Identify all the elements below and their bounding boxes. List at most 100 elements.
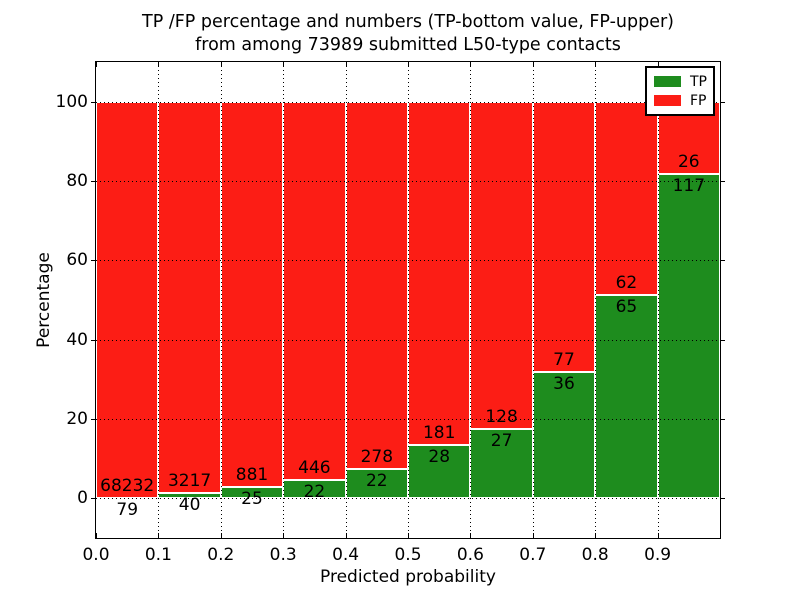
x-tick-mark xyxy=(345,533,347,538)
y-tick-label: 0 xyxy=(77,488,88,509)
bar-segment-fp xyxy=(595,101,658,296)
bar-label-fp: 62 xyxy=(615,273,638,294)
bar-label-fp: 181 xyxy=(422,423,456,444)
x-gridline xyxy=(595,62,597,538)
x-tick-mark xyxy=(532,533,534,538)
x-tick-label: 0.3 xyxy=(269,545,297,565)
y-tick-mark xyxy=(91,498,96,500)
x-tick-label: 0.8 xyxy=(581,545,609,565)
bar-segment-fp xyxy=(532,101,596,372)
bar-label-fp: 128 xyxy=(485,407,518,428)
bar-segment-fp xyxy=(96,101,159,498)
x-tick-mark-top xyxy=(158,62,160,67)
bar-label-fp: 68232 xyxy=(100,475,155,496)
x-tick-label: 0.0 xyxy=(82,545,110,565)
bar-label-tp: 27 xyxy=(490,431,513,452)
bar-label-fp: 77 xyxy=(553,349,575,370)
x-tick-mark-top xyxy=(657,62,659,67)
x-tick-mark-top xyxy=(408,62,409,67)
chart-title-line2: from among 73989 submitted L50-type cont… xyxy=(195,35,621,55)
bar-label-tp: 36 xyxy=(553,373,575,394)
x-gridline xyxy=(657,62,659,538)
x-tick-label: 0.5 xyxy=(394,545,422,565)
bar-label-fp: 3217 xyxy=(167,471,212,492)
bar-segment-tp xyxy=(532,371,596,499)
bar-label-tp: 22 xyxy=(365,471,388,492)
x-gridline xyxy=(283,62,285,538)
x-tick-mark-top xyxy=(283,62,285,67)
x-tick-label: 0.6 xyxy=(456,545,484,565)
x-tick-mark xyxy=(220,533,222,538)
bar-segment-fp xyxy=(408,101,471,446)
y-tick-mark xyxy=(91,419,96,420)
bar-segment-fp xyxy=(283,101,346,480)
y-tick-label: 80 xyxy=(66,171,88,191)
x-tick-mark-top xyxy=(96,62,97,67)
bar-segment-tp xyxy=(595,295,658,499)
legend-label-fp: FP xyxy=(690,92,707,109)
x-gridline xyxy=(470,62,472,538)
x-tick-mark xyxy=(470,533,472,538)
x-tick-mark xyxy=(283,533,285,538)
x-tick-mark xyxy=(408,533,409,538)
legend: TP FP xyxy=(645,66,715,116)
x-tick-mark-top xyxy=(532,62,534,67)
x-tick-label: 0.9 xyxy=(644,545,672,565)
y-tick-mark-right xyxy=(720,101,725,103)
y-tick-mark xyxy=(91,181,96,182)
x-tick-mark-top xyxy=(220,62,222,67)
chart-title: TP /FP percentage and numbers (TP-bottom… xyxy=(96,11,720,57)
bar-segment-fp xyxy=(220,101,284,488)
bar-label-tp: 28 xyxy=(428,447,451,468)
x-tick-mark xyxy=(158,533,160,538)
x-tick-label: 0.7 xyxy=(519,545,547,565)
y-tick-mark xyxy=(91,101,96,103)
bar-segment-tp xyxy=(657,173,720,499)
bar-label-tp: 22 xyxy=(303,481,326,502)
y-tick-label: 40 xyxy=(66,329,88,350)
tp-color-swatch xyxy=(654,76,681,87)
y-tick-mark-right xyxy=(720,498,725,500)
x-gridline xyxy=(408,62,409,538)
legend-item-fp: FP xyxy=(654,91,713,110)
bar-segment-fp xyxy=(345,101,408,470)
y-tick-mark-right xyxy=(720,419,725,420)
bar-label-tp: 79 xyxy=(116,499,139,520)
x-gridline xyxy=(345,62,347,538)
bar-label-fp: 26 xyxy=(677,151,700,172)
y-tick-mark xyxy=(91,260,96,262)
x-tick-mark-top xyxy=(470,62,472,67)
y-tick-label: 100 xyxy=(55,91,88,112)
bar-label-tp: 40 xyxy=(178,495,201,516)
x-tick-mark xyxy=(96,533,97,538)
bar-label-tp: 25 xyxy=(241,489,263,510)
x-tick-mark-top xyxy=(345,62,347,67)
legend-item-tp: TP xyxy=(654,72,713,91)
bar-segment-tp xyxy=(470,429,533,499)
x-gridline xyxy=(220,62,222,538)
legend-label-tp: TP xyxy=(690,73,707,90)
x-tick-label: 0.1 xyxy=(144,545,172,565)
bar-label-tp: 65 xyxy=(615,297,638,318)
y-tick-mark-right xyxy=(720,181,725,182)
x-tick-mark-top xyxy=(595,62,597,67)
x-gridline xyxy=(532,62,534,538)
x-axis-label: Predicted probability xyxy=(320,567,496,587)
y-tick-mark-right xyxy=(720,260,725,262)
x-tick-label: 0.2 xyxy=(207,545,235,565)
bar-label-tp: 117 xyxy=(672,175,706,196)
x-tick-label: 0.4 xyxy=(332,545,360,565)
bar-segment-fp xyxy=(470,101,533,430)
y-tick-label: 60 xyxy=(66,250,88,271)
x-gridline xyxy=(158,62,160,538)
y-tick-mark xyxy=(91,339,96,341)
y-tick-label: 20 xyxy=(66,409,88,429)
y-tick-mark-right xyxy=(720,339,725,341)
bar-segment-fp xyxy=(158,101,221,494)
chart-title-line1: TP /FP percentage and numbers (TP-bottom… xyxy=(142,12,674,32)
bar-label-fp: 446 xyxy=(298,457,331,478)
x-tick-mark xyxy=(595,533,597,538)
bar-segment-tp xyxy=(408,445,471,499)
fp-color-swatch xyxy=(654,95,681,106)
